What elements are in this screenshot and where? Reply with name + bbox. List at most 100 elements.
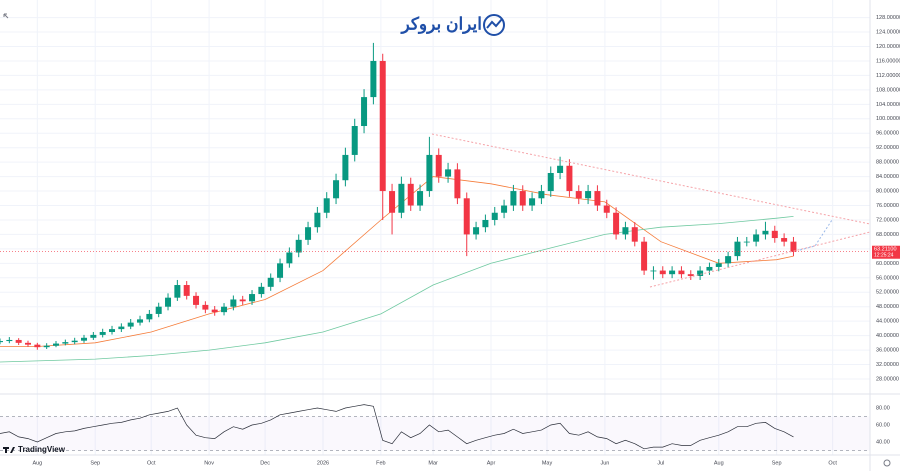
candle-body	[370, 60, 377, 98]
y-tick-label: 56.00000	[876, 275, 899, 281]
candle-body	[230, 299, 237, 307]
candle-body	[333, 180, 340, 199]
candle-body	[361, 97, 368, 127]
y-tick-label: 124.00000	[876, 29, 900, 35]
candle-body	[221, 306, 228, 313]
candle-body	[62, 342, 69, 344]
y-tick-label: 84.00000	[876, 174, 899, 180]
candle-body	[342, 154, 349, 181]
candle-body	[90, 334, 97, 338]
x-tick-label: Feb	[376, 460, 385, 466]
y-tick-label: 52.00000	[876, 290, 899, 296]
candle-body	[34, 344, 41, 348]
candle-body	[81, 337, 88, 341]
trendline	[649, 231, 871, 288]
x-tick-label: Nov	[204, 460, 214, 466]
candle-body	[295, 239, 302, 253]
candle-body	[99, 332, 106, 335]
rsi-tick-label: 60.00	[876, 422, 890, 428]
candle-body	[239, 299, 246, 302]
y-tick-label: 116.00000	[876, 58, 900, 64]
tradingview-logo[interactable]: TradingView	[3, 445, 66, 454]
rsi-tick-label: 40.00	[876, 439, 890, 445]
candle-body	[622, 227, 629, 235]
y-tick-label: 104.00000	[876, 102, 900, 108]
x-tick-label: Jul	[657, 460, 664, 466]
candle-body	[753, 234, 760, 242]
candle-body	[118, 326, 125, 330]
x-tick-label: Aug	[32, 460, 42, 466]
projection	[799, 219, 833, 251]
candle-body	[193, 295, 200, 305]
y-tick-label: 92.00000	[876, 145, 899, 151]
tv-icon	[3, 447, 15, 453]
y-tick-label: 68.00000	[876, 232, 899, 238]
x-tick-label: Mar	[428, 460, 438, 466]
candle-body	[743, 241, 750, 243]
y-tick-label: 128.00000	[876, 15, 900, 21]
trendline	[431, 133, 871, 225]
candle-body	[594, 191, 601, 206]
candle-body	[407, 183, 414, 206]
rsi-band-fill	[0, 416, 870, 451]
candle-body	[510, 191, 517, 206]
candle-body	[398, 183, 405, 213]
candle-body	[697, 270, 704, 276]
candle-body	[305, 227, 312, 240]
candle-body	[762, 230, 769, 235]
candle-body	[501, 205, 508, 213]
candle-body	[277, 263, 284, 278]
y-tick-label: 88.00000	[876, 160, 899, 166]
y-tick-label: 72.00000	[876, 217, 899, 223]
candle-body	[790, 241, 797, 252]
candle-body	[566, 165, 573, 192]
countdown: 12:25:24	[874, 253, 894, 259]
logo-icon	[486, 18, 503, 29]
brand: TradingView	[18, 445, 66, 454]
y-tick-label: 108.00000	[876, 87, 900, 93]
candle-body	[781, 238, 788, 242]
candle-body	[267, 277, 274, 287]
candle-body	[678, 270, 685, 275]
candle-body	[669, 270, 676, 275]
x-tick-label: Jun	[600, 460, 609, 466]
candle-body	[557, 165, 564, 173]
moving-average	[0, 216, 794, 363]
x-tick-label: Oct	[828, 460, 837, 466]
candle-body	[641, 241, 648, 271]
collapse-icon[interactable]	[3, 13, 9, 19]
candle-body	[314, 212, 321, 228]
candle-body	[146, 313, 153, 320]
y-tick-label: 32.00000	[876, 362, 899, 368]
y-tick-label: 80.00000	[876, 189, 899, 195]
candle-body	[529, 198, 536, 206]
rsi-line	[0, 404, 794, 450]
candle-body	[183, 285, 190, 296]
last-price-label: 63.21100	[874, 247, 897, 253]
candle-body	[155, 306, 162, 314]
y-tick-label: 120.00000	[876, 44, 900, 50]
candle-body	[771, 230, 778, 239]
candle-body	[538, 191, 545, 199]
candle-body	[435, 154, 442, 177]
candle-body	[174, 285, 181, 298]
rsi-tick-label: 80.00	[876, 405, 890, 411]
x-tick-label: May	[542, 460, 553, 466]
candle-body	[463, 198, 470, 235]
candle-body	[25, 342, 32, 345]
y-tick-label: 40.00000	[876, 333, 899, 339]
candle-body	[650, 270, 657, 272]
candle-body	[715, 263, 722, 267]
y-tick-label: 100.00000	[876, 116, 900, 122]
settings-icon[interactable]	[883, 459, 891, 467]
y-tick-label: 60.00000	[876, 261, 899, 267]
candle-body	[426, 154, 433, 192]
x-tick-label: Sep	[90, 460, 100, 466]
candle-body	[445, 169, 452, 177]
candle-body	[417, 191, 424, 206]
candle-body	[659, 270, 666, 275]
moving-average	[0, 176, 794, 347]
candle-body	[687, 274, 694, 276]
